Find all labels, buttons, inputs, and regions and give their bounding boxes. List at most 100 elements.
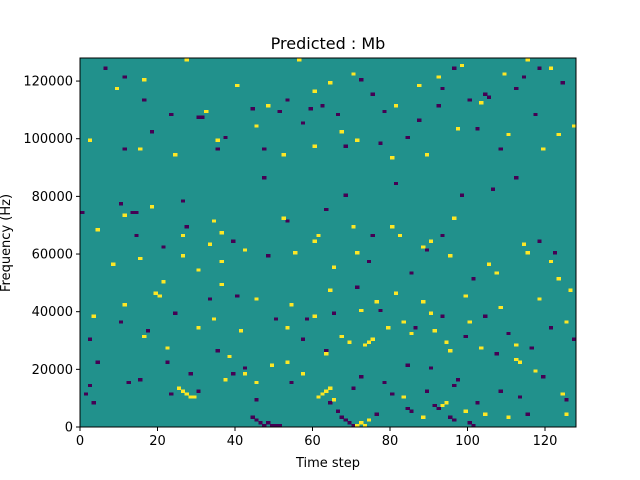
heatmap-cell-low [122,147,127,151]
heatmap-cell-low [250,107,255,111]
heatmap-cell-high [180,389,186,393]
heatmap-cell-high [355,424,360,428]
heatmap-cell-high [269,363,275,367]
heatmap-cell-high [533,369,538,373]
heatmap-cell-low [285,219,290,223]
heatmap-cell-high [153,291,158,295]
heatmap-cell-high [564,412,569,416]
heatmap-cell-high [541,147,546,151]
heatmap-cell-high [463,409,468,413]
heatmap-cell-high [448,254,453,258]
heatmap-cell-high [223,377,228,382]
heatmap-cell-high [351,225,356,229]
heatmap-cell-low [304,317,310,321]
heatmap-cell-low [300,337,306,341]
heatmap-cell-high [165,346,170,350]
heatmap-cell-high [424,153,430,157]
heatmap-cell-low [130,210,135,215]
heatmap-cell-low [506,331,511,336]
heatmap-cell-high [211,219,217,223]
heatmap-cell-high [293,251,298,255]
heatmap-cell-high [196,326,201,330]
heatmap-cell-low [475,401,480,405]
x-tick-label: 100 [455,434,480,449]
heatmap-cell-high [312,144,317,148]
heatmap-cell-high [142,78,147,82]
heatmap-cell-low [215,349,220,353]
heatmap-cell-high [192,395,197,399]
heatmap-cell-low [169,392,174,396]
heatmap-cell-high [514,343,519,347]
heatmap-cell-low [440,314,445,318]
heatmap-cell-low [405,135,410,140]
heatmap-cell-low [331,311,337,315]
heatmap-cell-high [467,320,472,324]
heatmap-cell-low [320,104,325,108]
heatmap-cell-high [289,303,294,307]
heatmap-cell-low [537,239,542,243]
heatmap-cell-low [308,107,313,111]
heatmap-cell-high [548,66,554,70]
heatmap-cell-low [548,326,554,330]
heatmap-cell-low [428,366,434,370]
heatmap-cell-high [421,415,426,419]
x-tick-label: 20 [149,434,166,449]
heatmap-plot-area [80,58,577,428]
heatmap-cell-low [266,254,271,258]
heatmap-cell-high [459,63,465,68]
heatmap-cell-high [281,153,286,157]
heatmap-cell-high [386,326,391,330]
heatmap-cell-high [486,262,492,266]
x-tick-label: 120 [533,434,558,449]
heatmap-cell-high [366,418,372,422]
heatmap-cell-low [572,337,577,341]
heatmap-cell-low [541,375,546,379]
heatmap-cell-high [157,294,162,298]
heatmap-cell-low [455,377,461,382]
heatmap-cell-low [80,210,85,215]
heatmap-cell-low [483,92,488,96]
heatmap-cell-low [254,418,259,422]
heatmap-cell-low [533,112,538,117]
y-tick-label: 20000 [32,363,73,378]
heatmap-cell-low [343,418,348,422]
heatmap-cell-high [324,389,329,393]
heatmap-cell-low [359,375,364,379]
heatmap-cell-low [343,193,348,197]
heatmap-cell-low [405,363,410,367]
heatmap-cell-high [297,58,302,62]
heatmap-cell-low [324,207,329,212]
heatmap-cell-high [238,328,244,333]
axes: 0 20 40 60 80 100 120 0 20000 40000 60000 80000 1000… [23,57,577,449]
heatmap-cell-low [498,389,503,393]
heatmap-cell-low [196,389,201,393]
x-tick-label: 80 [382,434,399,449]
heatmap-cell-low [370,233,375,238]
heatmap-cell-high [312,89,317,93]
heatmap-cell-high [114,86,120,91]
heatmap-cell-low [552,251,558,255]
heatmap-cell-low [285,98,290,102]
heatmap-cell-high [204,109,209,114]
heatmap-cell-low [200,115,205,119]
heatmap-cell-high [359,308,364,313]
heatmap-cell-low [370,92,375,96]
heatmap-cell-low [382,380,387,385]
heatmap-cell-high [421,300,426,304]
heatmap-cell-high [417,83,422,88]
heatmap-cell-high [312,239,317,243]
heatmap-cell-high [452,216,457,220]
heatmap-cell-low [382,109,387,114]
heatmap-cell-high [355,251,360,255]
heatmap-cell-low [126,380,131,385]
heatmap-cell-high [219,259,224,264]
heatmap-cell-low [87,337,93,341]
heatmap-cell-low [161,245,166,249]
heatmap-cell-low [196,115,201,119]
heatmap-cell-high [401,320,406,324]
heatmap-cell-high [525,58,530,62]
heatmap-cell-low [266,421,271,425]
heatmap-cell-high [91,314,96,318]
heatmap-cell-low [173,311,178,315]
